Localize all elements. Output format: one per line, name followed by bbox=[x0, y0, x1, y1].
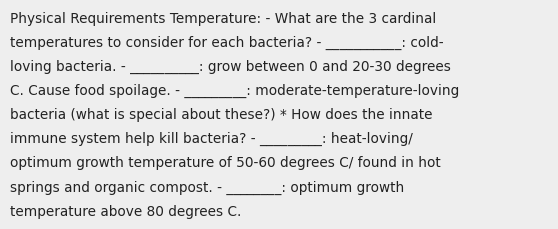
Text: loving bacteria. - __________: grow between 0 and 20-30 degrees: loving bacteria. - __________: grow betw… bbox=[10, 60, 451, 74]
Text: Physical Requirements Temperature: - What are the 3 cardinal: Physical Requirements Temperature: - Wha… bbox=[10, 11, 436, 25]
Text: immune system help kill bacteria? - _________: heat-loving/: immune system help kill bacteria? - ____… bbox=[10, 132, 413, 146]
Text: bacteria (what is special about these?) * How does the innate: bacteria (what is special about these?) … bbox=[10, 108, 432, 122]
Text: springs and organic compost. - ________: optimum growth: springs and organic compost. - ________:… bbox=[10, 180, 405, 194]
Text: optimum growth temperature of 50-60 degrees C/ found in hot: optimum growth temperature of 50-60 degr… bbox=[10, 156, 441, 170]
Text: C. Cause food spoilage. - _________: moderate-temperature-loving: C. Cause food spoilage. - _________: mod… bbox=[10, 84, 459, 98]
Text: temperature above 80 degrees C.: temperature above 80 degrees C. bbox=[10, 204, 242, 218]
Text: temperatures to consider for each bacteria? - ___________: cold-: temperatures to consider for each bacter… bbox=[10, 35, 444, 49]
